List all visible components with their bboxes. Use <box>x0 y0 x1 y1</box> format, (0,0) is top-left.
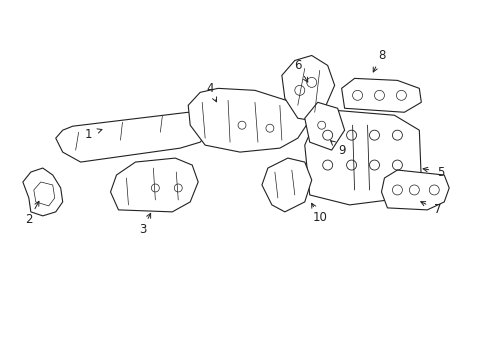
Text: 3: 3 <box>139 223 146 236</box>
Text: 5: 5 <box>438 166 445 179</box>
Text: 7: 7 <box>434 203 441 216</box>
Text: 8: 8 <box>378 49 385 62</box>
Polygon shape <box>262 158 312 212</box>
Polygon shape <box>23 168 63 216</box>
Polygon shape <box>305 102 344 150</box>
Polygon shape <box>382 170 449 210</box>
Polygon shape <box>188 88 310 152</box>
Text: 6: 6 <box>294 59 301 72</box>
Polygon shape <box>305 110 421 205</box>
Text: 4: 4 <box>206 82 214 95</box>
Text: 9: 9 <box>338 144 345 157</box>
Text: 2: 2 <box>25 213 33 226</box>
Text: 1: 1 <box>85 128 92 141</box>
Polygon shape <box>111 158 198 212</box>
Polygon shape <box>56 112 210 162</box>
Polygon shape <box>342 78 421 112</box>
Polygon shape <box>282 55 335 120</box>
Polygon shape <box>34 182 55 206</box>
Text: 10: 10 <box>312 211 327 224</box>
